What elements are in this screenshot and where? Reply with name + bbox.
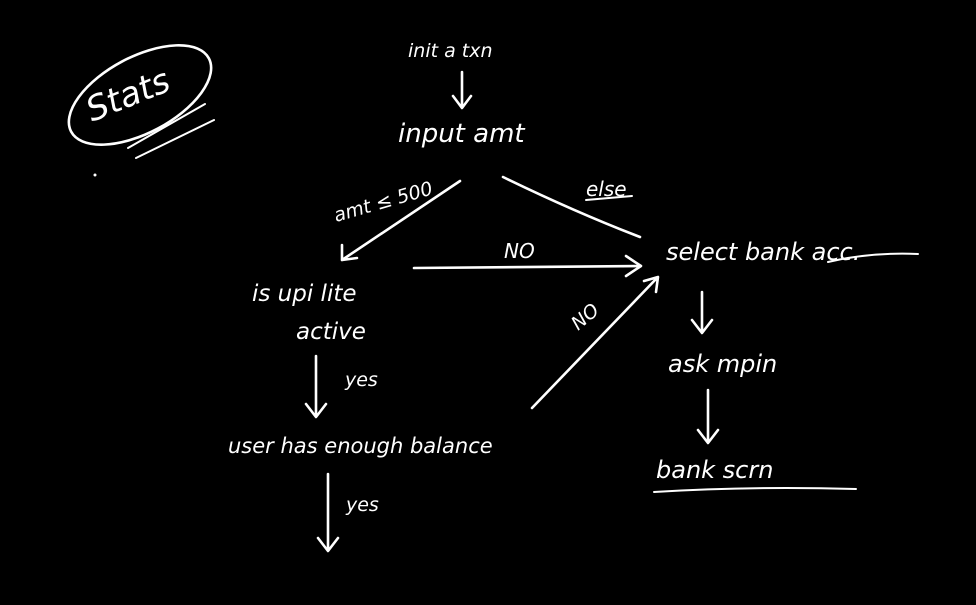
stats-dot: [93, 173, 97, 177]
stats-ellipse: [67, 44, 213, 146]
bank-screen-underline: [653, 487, 857, 493]
edge-label-amt-condition: amt ≤ 500: [331, 178, 435, 227]
select-bank-underline: [827, 252, 919, 263]
edge-label-yes-balance: yes: [345, 494, 379, 516]
stats-label: Stats: [80, 61, 175, 131]
edge-label-yes-upi-lite: yes: [344, 369, 378, 391]
edge-label-no-balance: NO: [567, 299, 604, 335]
stats-underline-1: [127, 103, 206, 149]
arrow-input-to-select-bank: [501, 175, 642, 239]
arrow-upi-lite-to-select-bank: [412, 254, 643, 278]
node-ask-mpin: ask mpin: [668, 350, 777, 378]
node-upi-lite: is upi lite: [252, 281, 357, 307]
node-init-txn: init a txn: [408, 40, 493, 62]
stats-badge: Stats: [67, 44, 215, 177]
arrow-input-to-upi-lite: [340, 179, 462, 262]
edge-label-no-upi-lite: NO: [504, 239, 535, 263]
node-enough-balance: user has enough balance: [228, 434, 493, 458]
node-input-amt: input amt: [398, 119, 525, 149]
node-upi-lite-active: active: [296, 319, 366, 345]
arrow-mpin-to-bank-screen: [696, 388, 720, 445]
node-bank-screen: bank scrn: [656, 456, 773, 484]
arrow-select-bank-to-mpin: [690, 290, 714, 335]
arrow-balance-to-select-bank: [530, 275, 660, 410]
else-underline: [585, 195, 633, 201]
arrow-upi-lite-to-balance: [304, 354, 328, 419]
arrow-init-to-input: [451, 70, 473, 110]
stats-underline-2: [135, 119, 215, 159]
arrow-balance-yes: [316, 472, 340, 553]
